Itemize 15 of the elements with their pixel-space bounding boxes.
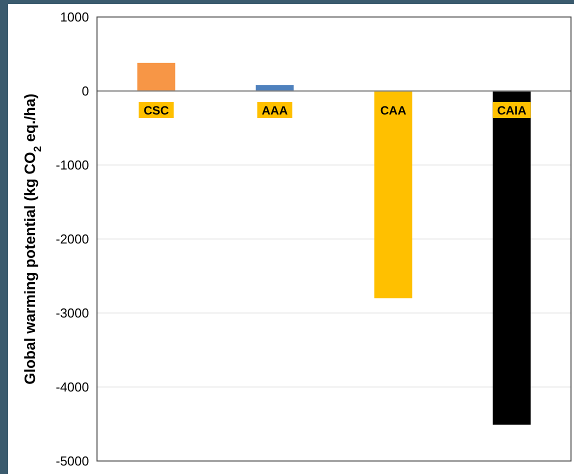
bar	[137, 62, 176, 91]
x-tick-label: AAA	[262, 104, 288, 118]
y-tick-label: -4000	[56, 380, 89, 395]
y-tick-label: 1000	[60, 10, 89, 25]
y-tick-label: -5000	[56, 454, 89, 469]
y-tick-label: -2000	[56, 232, 89, 247]
bar	[492, 91, 531, 425]
bar	[256, 85, 294, 91]
x-tick-label: CAIA	[497, 104, 527, 118]
bar	[374, 91, 412, 298]
y-tick-label: 0	[82, 84, 89, 99]
x-tick-label: CAA	[380, 104, 407, 118]
x-tick-label: CSC	[144, 104, 170, 118]
y-tick-label: -1000	[56, 158, 89, 173]
y-tick-label: -3000	[56, 306, 89, 321]
